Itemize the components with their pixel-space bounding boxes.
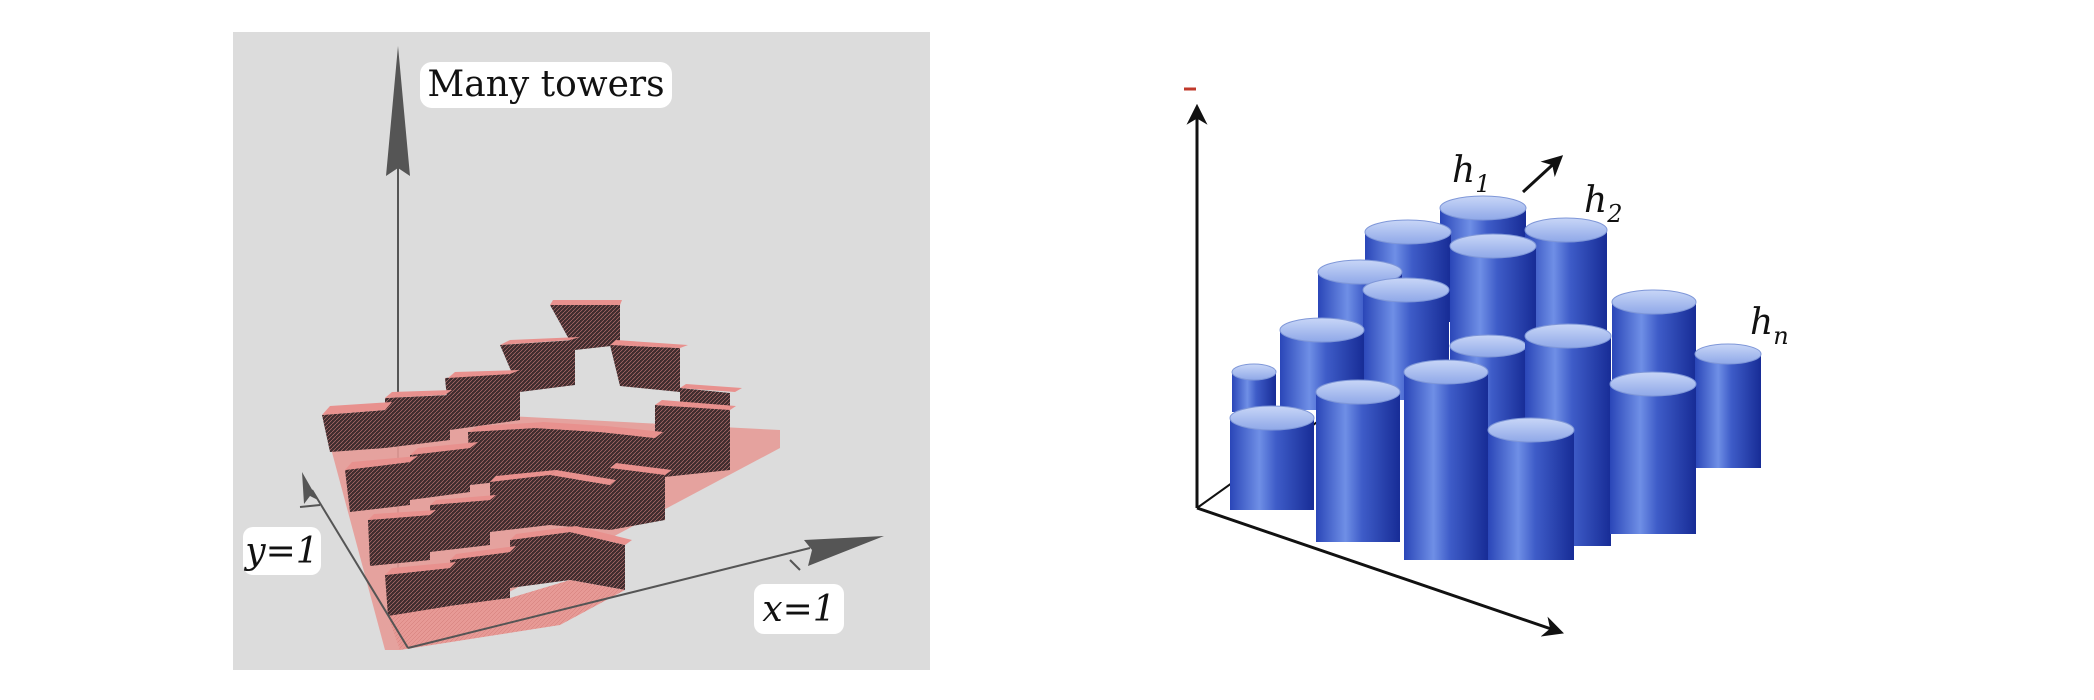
cylinder xyxy=(1609,371,1697,534)
x-axis xyxy=(407,536,884,649)
cylinder xyxy=(1694,343,1762,468)
right-horizontal-axis xyxy=(1196,506,1564,637)
label-hn: hn xyxy=(1750,302,1789,350)
cylinders xyxy=(1229,195,1762,560)
cylinder xyxy=(1403,359,1489,560)
y-axis-label: y=1 xyxy=(243,531,318,572)
z-axis-arrowhead xyxy=(386,46,410,176)
x-axis-label: x=1 xyxy=(762,589,835,630)
cylinder xyxy=(1229,405,1315,510)
x-label-pill: x=1 xyxy=(754,584,844,634)
cylinder xyxy=(1231,363,1277,412)
label-h1: h1 xyxy=(1452,150,1490,198)
title-pill: Many towers xyxy=(420,62,672,108)
cylinder xyxy=(1524,217,1608,340)
cylinder xyxy=(1487,417,1575,560)
tower-blocks xyxy=(322,300,742,650)
x-axis-arrowhead xyxy=(804,536,884,566)
label-h2: h2 xyxy=(1584,180,1622,228)
left-panel: Many towers y=1 x=1 xyxy=(233,32,930,670)
left-title: Many towers xyxy=(427,64,664,105)
y-axis xyxy=(299,472,409,649)
right-panel: h1 h2 hn xyxy=(1184,87,1789,637)
y-label-pill: y=1 xyxy=(243,527,321,575)
cylinder xyxy=(1449,233,1537,346)
tower-surface xyxy=(322,300,780,650)
cylinder xyxy=(1315,379,1401,542)
y-axis-arrowhead xyxy=(302,472,318,504)
direction-arrow xyxy=(1521,155,1564,194)
